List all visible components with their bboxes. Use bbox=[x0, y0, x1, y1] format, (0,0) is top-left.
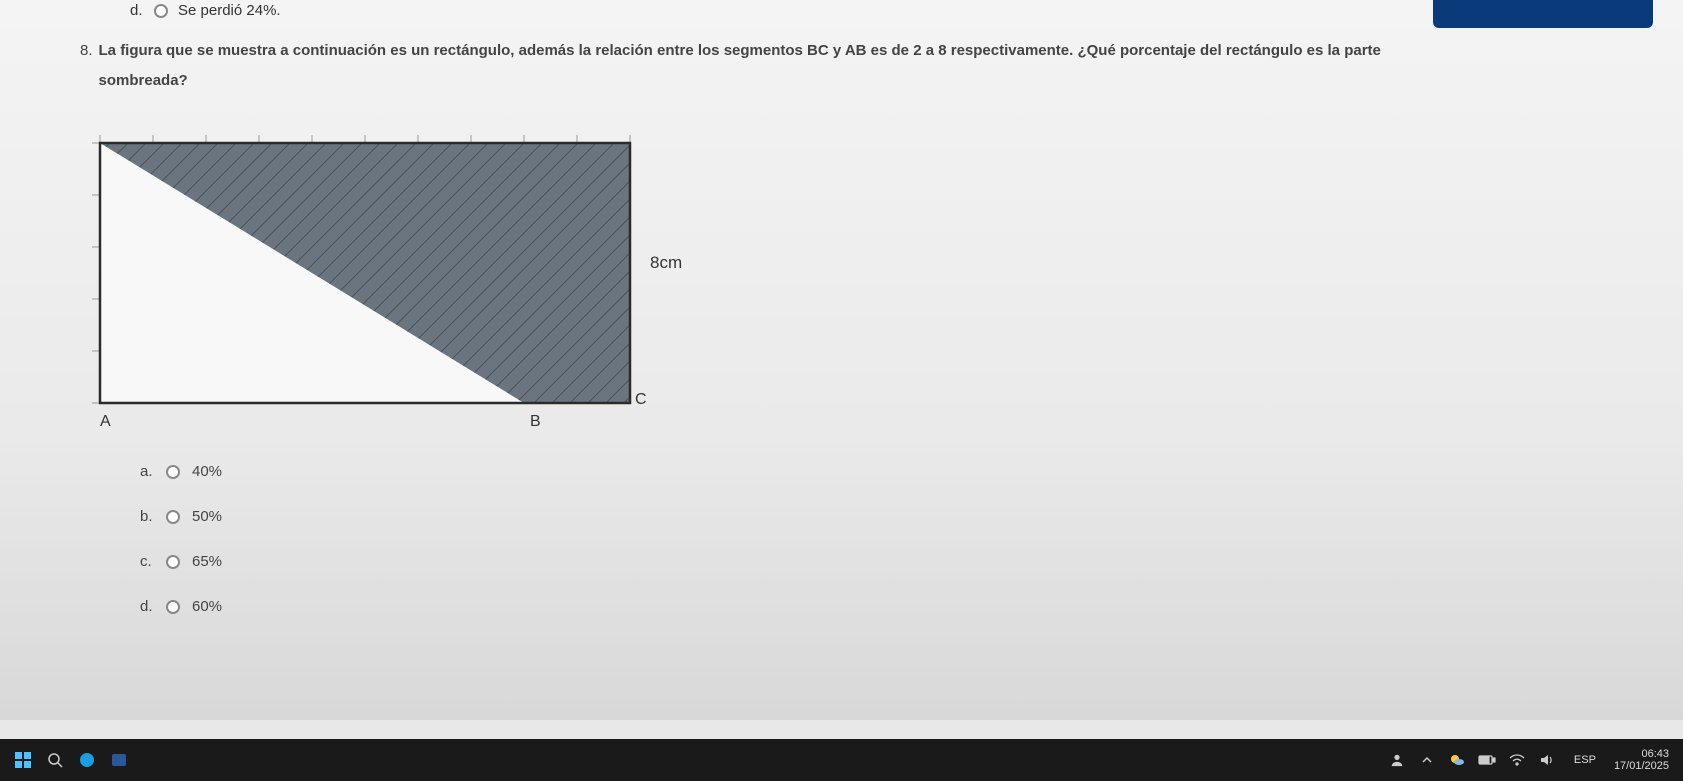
option-letter: a. bbox=[140, 463, 154, 480]
option-b[interactable]: b. 50% bbox=[140, 508, 1603, 525]
radio-icon[interactable] bbox=[166, 555, 180, 569]
option-label: 40% bbox=[192, 463, 222, 480]
radio-icon[interactable] bbox=[166, 510, 180, 524]
figure: 8cm A B C bbox=[90, 123, 1603, 433]
people-icon[interactable] bbox=[1388, 751, 1406, 769]
weather-icon[interactable] bbox=[1448, 751, 1466, 769]
battery-icon[interactable] bbox=[1478, 751, 1496, 769]
option-label: 50% bbox=[192, 508, 222, 525]
point-a-label: A bbox=[100, 413, 111, 431]
clock-time: 06:43 bbox=[1614, 748, 1669, 760]
option-letter: b. bbox=[140, 508, 154, 525]
question-text-line2: sombreada? bbox=[99, 69, 1603, 93]
option-label: 65% bbox=[192, 553, 222, 570]
edge-icon[interactable] bbox=[78, 751, 96, 769]
question-number: 8. bbox=[80, 39, 93, 93]
option-label: 60% bbox=[192, 598, 222, 615]
option-label: Se perdió 24%. bbox=[178, 2, 281, 19]
windows-taskbar[interactable]: ESP 06:43 17/01/2025 bbox=[0, 739, 1683, 781]
language-indicator[interactable]: ESP bbox=[1568, 752, 1602, 768]
question-8: 8. La figura que se muestra a continuaci… bbox=[80, 39, 1603, 93]
option-letter: d. bbox=[130, 2, 144, 19]
word-icon[interactable] bbox=[110, 751, 128, 769]
page-body: d. Se perdió 24%. 8. La figura que se mu… bbox=[0, 0, 1683, 720]
point-b-label: B bbox=[530, 413, 541, 431]
previous-question-option-d[interactable]: d. Se perdió 24%. bbox=[130, 2, 1603, 19]
radio-icon[interactable] bbox=[166, 600, 180, 614]
point-c-label: C bbox=[635, 391, 647, 409]
start-icon[interactable] bbox=[14, 751, 32, 769]
option-d[interactable]: d. 60% bbox=[140, 598, 1603, 615]
radio-icon[interactable] bbox=[166, 465, 180, 479]
clock-date: 17/01/2025 bbox=[1614, 760, 1669, 772]
taskbar-clock[interactable]: 06:43 17/01/2025 bbox=[1614, 748, 1669, 772]
option-c[interactable]: c. 65% bbox=[140, 553, 1603, 570]
search-icon[interactable] bbox=[46, 751, 64, 769]
top-right-button[interactable] bbox=[1433, 0, 1653, 28]
answer-options: a. 40% b. 50% c. 65% d. 60% bbox=[140, 463, 1603, 615]
wifi-icon[interactable] bbox=[1508, 751, 1526, 769]
taskbar-right: ESP 06:43 17/01/2025 bbox=[1388, 748, 1669, 772]
taskbar-left bbox=[14, 751, 128, 769]
radio-icon[interactable] bbox=[154, 4, 168, 18]
option-letter: c. bbox=[140, 553, 154, 570]
rectangle-diagram bbox=[90, 123, 650, 423]
option-a[interactable]: a. 40% bbox=[140, 463, 1603, 480]
question-text-line1: La figura que se muestra a continuación … bbox=[99, 39, 1603, 63]
side-length-label: 8cm bbox=[650, 253, 682, 273]
chevron-up-icon[interactable] bbox=[1418, 751, 1436, 769]
volume-icon[interactable] bbox=[1538, 751, 1556, 769]
option-letter: d. bbox=[140, 598, 154, 615]
